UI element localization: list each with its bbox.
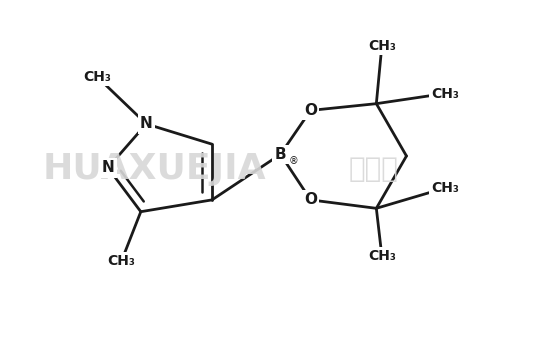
Text: ®: ®	[289, 156, 298, 166]
Text: O: O	[304, 193, 317, 207]
Text: CH₃: CH₃	[108, 254, 135, 268]
Text: CH₃: CH₃	[368, 248, 396, 263]
Text: HUAXUEJIA: HUAXUEJIA	[43, 153, 266, 186]
Text: 化学加: 化学加	[349, 156, 399, 183]
Text: CH₃: CH₃	[368, 39, 396, 53]
Text: N: N	[102, 160, 114, 175]
Text: O: O	[304, 103, 317, 118]
Text: B: B	[274, 147, 287, 162]
Text: N: N	[140, 116, 153, 132]
Text: CH₃: CH₃	[83, 69, 111, 84]
Text: CH₃: CH₃	[431, 86, 459, 101]
Text: CH₃: CH₃	[431, 181, 459, 195]
